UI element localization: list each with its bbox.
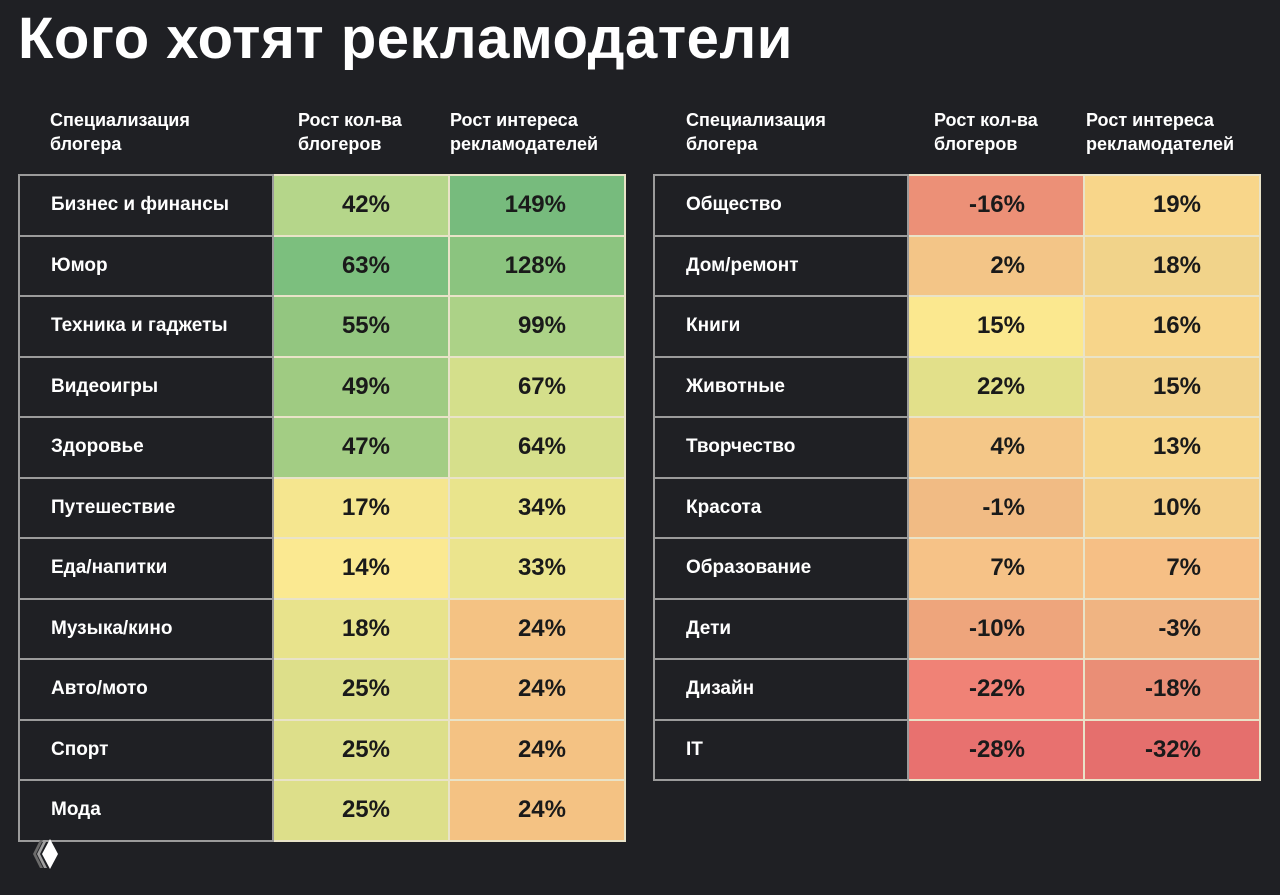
cell-advertiser-growth: 15%	[1083, 355, 1261, 418]
cell-blogger-growth: 25%	[272, 779, 450, 842]
table-row: Творчество 4% 13%	[653, 416, 1261, 479]
cell-blogger-growth: 14%	[272, 537, 450, 600]
table-row: Животные 22% 15%	[653, 355, 1261, 418]
cell-blogger-growth: -28%	[907, 718, 1085, 781]
cell-advertiser-growth: -18%	[1083, 658, 1261, 721]
row-label: Здоровье	[18, 416, 274, 479]
table-row: Общество -16% 19%	[653, 174, 1261, 237]
table-row: Здоровье 47% 64%	[18, 416, 626, 479]
table-row: Образование 7% 7%	[653, 537, 1261, 600]
table-row: Спорт 25% 24%	[18, 718, 626, 781]
cell-advertiser-growth: 24%	[448, 597, 626, 660]
table-row: Авто/мото 25% 24%	[18, 658, 626, 721]
cell-advertiser-growth: -32%	[1083, 718, 1261, 781]
table-row: Дизайн -22% -18%	[653, 658, 1261, 721]
table-row: Юмор 63% 128%	[18, 234, 626, 297]
row-label: Дом/ремонт	[653, 234, 909, 297]
row-label: Дети	[653, 597, 909, 660]
cell-advertiser-growth: 18%	[1083, 234, 1261, 297]
cell-advertiser-growth: 33%	[448, 537, 626, 600]
table-row: Дети -10% -3%	[653, 597, 1261, 660]
table-row: Бизнес и финансы 42% 149%	[18, 174, 626, 237]
cell-blogger-growth: 4%	[907, 416, 1085, 479]
table-row: Еда/напитки 14% 33%	[18, 537, 626, 600]
cell-advertiser-growth: 7%	[1083, 537, 1261, 600]
cell-blogger-growth: -10%	[907, 597, 1085, 660]
row-label: IT	[653, 718, 909, 781]
cell-blogger-growth: 2%	[907, 234, 1085, 297]
cell-blogger-growth: 22%	[907, 355, 1085, 418]
heatmap-table-right: Общество -16% 19% Дом/ремонт 2% 18% Книги 15% 16…	[653, 174, 1261, 781]
cell-advertiser-growth: 16%	[1083, 295, 1261, 358]
row-label: Путешествие	[18, 476, 274, 539]
cell-advertiser-growth: 128%	[448, 234, 626, 297]
header-blogger-growth: Рост кол-ва блогеров	[298, 110, 402, 154]
page-title: Кого хотят рекламодатели	[18, 6, 793, 71]
row-label: Спорт	[18, 718, 274, 781]
table-row: Путешествие 17% 34%	[18, 476, 626, 539]
cell-advertiser-growth: 24%	[448, 779, 626, 842]
cell-blogger-growth: 49%	[272, 355, 450, 418]
header-advertiser-growth: Рост интереса рекламодателей	[1086, 110, 1235, 154]
cell-blogger-growth: 18%	[272, 597, 450, 660]
cell-advertiser-growth: 34%	[448, 476, 626, 539]
cell-advertiser-growth: 13%	[1083, 416, 1261, 479]
row-label: Еда/напитки	[18, 537, 274, 600]
cell-advertiser-growth: 64%	[448, 416, 626, 479]
row-label: Техника и гаджеты	[18, 295, 274, 358]
cell-advertiser-growth: 19%	[1083, 174, 1261, 237]
logo-icon	[33, 839, 58, 869]
cell-blogger-growth: -1%	[907, 476, 1085, 539]
row-label: Книги	[653, 295, 909, 358]
cell-blogger-growth: 17%	[272, 476, 450, 539]
row-label: Животные	[653, 355, 909, 418]
row-label: Красота	[653, 476, 909, 539]
cell-blogger-growth: 25%	[272, 658, 450, 721]
row-label: Дизайн	[653, 658, 909, 721]
heatmap-table-left: Бизнес и финансы 42% 149% Юмор 63% 128% Техник…	[18, 174, 626, 842]
row-label: Общество	[653, 174, 909, 237]
row-label: Видеоигры	[18, 355, 274, 418]
cell-advertiser-growth: -3%	[1083, 597, 1261, 660]
row-label: Музыка/кино	[18, 597, 274, 660]
cell-blogger-growth: 25%	[272, 718, 450, 781]
table-row: Видеоигры 49% 67%	[18, 355, 626, 418]
table-row: Музыка/кино 18% 24%	[18, 597, 626, 660]
header-advertiser-growth: Рост интереса рекламодателей	[450, 110, 599, 154]
cell-blogger-growth: 15%	[907, 295, 1085, 358]
cell-advertiser-growth: 149%	[448, 174, 626, 237]
cell-advertiser-growth: 67%	[448, 355, 626, 418]
table-row: Дом/ремонт 2% 18%	[653, 234, 1261, 297]
row-label: Творчество	[653, 416, 909, 479]
row-label: Бизнес и финансы	[18, 174, 274, 237]
table-row: IT -28% -32%	[653, 718, 1261, 781]
row-label: Мода	[18, 779, 274, 842]
table-row: Техника и гаджеты 55% 99%	[18, 295, 626, 358]
cell-blogger-growth: 42%	[272, 174, 450, 237]
cell-blogger-growth: 7%	[907, 537, 1085, 600]
cell-advertiser-growth: 99%	[448, 295, 626, 358]
cell-blogger-growth: 55%	[272, 295, 450, 358]
cell-blogger-growth: 63%	[272, 234, 450, 297]
cell-blogger-growth: -16%	[907, 174, 1085, 237]
cell-advertiser-growth: 24%	[448, 658, 626, 721]
header-blogger-growth: Рост кол-ва блогеров	[934, 110, 1038, 154]
table-row: Красота -1% 10%	[653, 476, 1261, 539]
header-specialization: Специализация блогера	[50, 110, 190, 154]
table-row: Мода 25% 24%	[18, 779, 626, 842]
header-specialization: Специализация блогера	[686, 110, 826, 154]
cell-advertiser-growth: 24%	[448, 718, 626, 781]
row-label: Образование	[653, 537, 909, 600]
cell-blogger-growth: 47%	[272, 416, 450, 479]
row-label: Юмор	[18, 234, 274, 297]
cell-advertiser-growth: 10%	[1083, 476, 1261, 539]
cell-blogger-growth: -22%	[907, 658, 1085, 721]
table-row: Книги 15% 16%	[653, 295, 1261, 358]
row-label: Авто/мото	[18, 658, 274, 721]
